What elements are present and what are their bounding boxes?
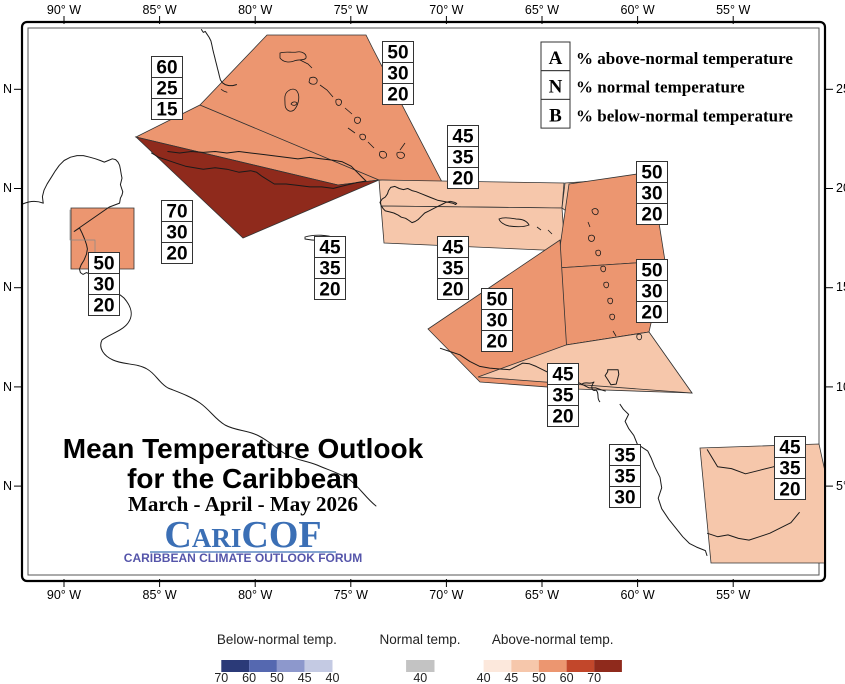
svg-text:20: 20	[319, 280, 340, 301]
svg-text:35: 35	[779, 459, 801, 480]
svg-text:80° W: 80° W	[238, 3, 272, 17]
svg-text:60° W: 60° W	[621, 588, 655, 602]
svg-text:60: 60	[242, 671, 256, 684]
svg-text:20: 20	[166, 244, 187, 265]
svg-text:40: 40	[326, 671, 340, 684]
svg-text:75° W: 75° W	[334, 3, 368, 17]
svg-text:N: N	[3, 181, 12, 195]
svg-text:40: 40	[413, 671, 427, 684]
svg-text:Above-normal temp.: Above-normal temp.	[492, 632, 614, 647]
svg-text:70: 70	[166, 202, 187, 223]
svg-text:25: 25	[156, 79, 178, 100]
svg-text:5°: 5°	[836, 479, 845, 493]
svg-text:20: 20	[387, 85, 408, 106]
svg-text:40: 40	[477, 671, 491, 684]
svg-text:N: N	[3, 82, 12, 96]
svg-text:20: 20	[93, 296, 114, 317]
svg-text:50: 50	[532, 671, 546, 684]
svg-text:% below-normal temperature: % below-normal temperature	[576, 106, 793, 125]
svg-text:50: 50	[486, 290, 507, 311]
svg-text:% above-normal temperature: % above-normal temperature	[576, 49, 793, 68]
svg-text:60: 60	[560, 671, 574, 684]
svg-text:50: 50	[93, 254, 114, 275]
svg-text:35: 35	[442, 259, 464, 280]
svg-text:55° W: 55° W	[716, 588, 750, 602]
svg-text:50: 50	[641, 261, 662, 282]
svg-text:B: B	[549, 105, 562, 126]
svg-text:60° W: 60° W	[621, 3, 655, 17]
svg-text:20: 20	[779, 480, 800, 501]
svg-text:Below-normal temp.: Below-normal temp.	[217, 632, 337, 647]
svg-text:65° W: 65° W	[525, 3, 559, 17]
svg-text:for the Caribbean: for the Caribbean	[127, 463, 359, 494]
svg-text:70° W: 70° W	[429, 3, 463, 17]
svg-text:20: 20	[641, 205, 662, 226]
svg-text:90° W: 90° W	[47, 588, 81, 602]
svg-text:30: 30	[93, 275, 114, 296]
svg-text:50: 50	[387, 43, 408, 64]
svg-text:30: 30	[486, 311, 507, 332]
svg-text:20: 20	[442, 280, 463, 301]
svg-text:N: N	[3, 380, 12, 394]
svg-text:85° W: 85° W	[143, 3, 177, 17]
svg-text:70: 70	[214, 671, 228, 684]
svg-text:60: 60	[156, 58, 177, 79]
svg-text:20: 20	[486, 332, 507, 353]
svg-text:25: 25	[836, 82, 845, 96]
svg-text:30: 30	[614, 488, 635, 509]
svg-text:50: 50	[641, 163, 662, 184]
svg-text:35: 35	[552, 386, 574, 407]
svg-text:75° W: 75° W	[334, 588, 368, 602]
svg-text:20: 20	[836, 181, 845, 195]
svg-text:N: N	[3, 280, 12, 294]
svg-text:% normal temperature: % normal temperature	[576, 78, 745, 97]
svg-text:March - April - May 2026: March - April - May 2026	[128, 492, 358, 516]
svg-text:45: 45	[552, 365, 574, 386]
svg-text:15: 15	[836, 280, 845, 294]
svg-text:30: 30	[166, 223, 187, 244]
svg-text:70: 70	[587, 671, 601, 684]
svg-text:70° W: 70° W	[429, 588, 463, 602]
svg-text:90° W: 90° W	[47, 3, 81, 17]
svg-text:Mean Temperature Outlook: Mean Temperature Outlook	[63, 433, 424, 464]
svg-text:50: 50	[270, 671, 284, 684]
svg-text:20: 20	[641, 303, 662, 324]
svg-text:35: 35	[614, 446, 636, 467]
svg-text:N: N	[3, 479, 12, 493]
svg-text:45: 45	[504, 671, 518, 684]
svg-text:30: 30	[641, 184, 662, 205]
svg-text:45: 45	[298, 671, 312, 684]
svg-text:N: N	[549, 77, 563, 98]
svg-text:65° W: 65° W	[525, 588, 559, 602]
svg-text:CARICOF: CARICOF	[164, 514, 321, 556]
svg-text:85° W: 85° W	[143, 588, 177, 602]
svg-text:30: 30	[641, 282, 662, 303]
svg-text:45: 45	[452, 127, 474, 148]
svg-text:Normal temp.: Normal temp.	[379, 632, 460, 647]
svg-text:80° W: 80° W	[238, 588, 272, 602]
svg-text:45: 45	[779, 438, 801, 459]
svg-text:15: 15	[156, 100, 178, 121]
svg-text:A: A	[549, 48, 563, 69]
svg-text:45: 45	[319, 238, 341, 259]
svg-text:55° W: 55° W	[716, 3, 750, 17]
svg-text:35: 35	[452, 148, 474, 169]
svg-text:20: 20	[452, 169, 473, 190]
svg-text:45: 45	[442, 238, 464, 259]
svg-text:20: 20	[552, 407, 573, 428]
svg-text:35: 35	[614, 467, 636, 488]
svg-text:10: 10	[836, 380, 845, 394]
svg-text:30: 30	[387, 64, 408, 85]
svg-text:35: 35	[319, 259, 341, 280]
svg-text:CARIBBEAN CLIMATE OUTLOOK FORU: CARIBBEAN CLIMATE OUTLOOK FORUM	[124, 551, 362, 565]
